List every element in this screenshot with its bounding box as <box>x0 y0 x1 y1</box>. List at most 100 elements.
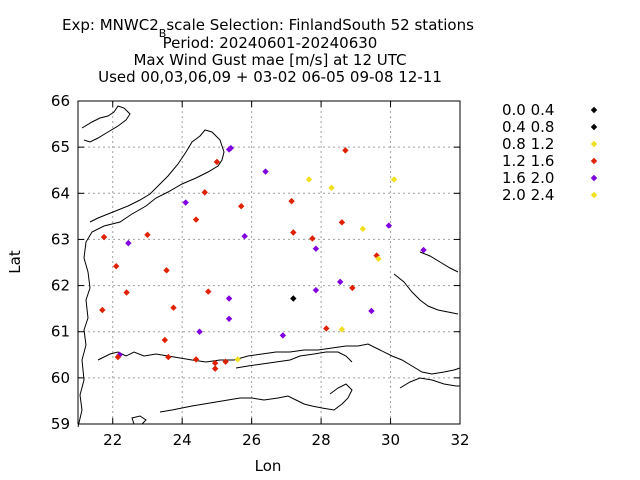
station-point <box>201 189 208 196</box>
eastern-border <box>399 377 460 389</box>
legend-marker <box>590 106 598 114</box>
station-point <box>213 158 221 166</box>
station-point <box>375 255 382 263</box>
station-point <box>125 239 132 247</box>
ladoga-east <box>419 251 459 273</box>
station-point <box>196 328 203 335</box>
station-point <box>113 262 120 270</box>
y-tick-label: 65 <box>51 138 70 156</box>
x-tick-label: 26 <box>242 431 261 449</box>
station-point <box>328 184 335 191</box>
station-point <box>182 199 189 206</box>
station-point <box>225 315 233 322</box>
x-tick-label: 24 <box>173 431 192 449</box>
station-point <box>323 325 330 332</box>
legend-marker <box>590 123 598 131</box>
station-point <box>290 229 297 236</box>
bothnia-coast <box>77 129 225 428</box>
gulf-of-bothnia-north <box>81 105 131 143</box>
legend-label: 1.6 2.0 <box>502 169 554 187</box>
station-point <box>225 295 233 302</box>
station-point <box>385 222 393 229</box>
station-point <box>192 356 200 363</box>
chart-title-line-1: Exp: MNWC2Bscale Selection: FinlandSouth… <box>62 16 474 40</box>
grid <box>78 101 460 424</box>
chart-title-line-3: Max Wind Gust mae [m/s] at 12 UTC <box>133 51 406 69</box>
plot-frame <box>77 100 461 425</box>
station-point <box>309 235 316 242</box>
baltic-islands <box>131 415 147 425</box>
station-point <box>312 245 320 252</box>
station-point <box>288 197 295 205</box>
station-point <box>163 267 170 274</box>
legend: 0.0 0.40.4 0.80.8 1.21.2 1.61.6 2.02.0 2… <box>502 101 598 204</box>
station-point <box>114 353 122 361</box>
station-point <box>225 146 233 153</box>
station-point <box>222 358 229 365</box>
station-point <box>211 365 219 372</box>
station-point <box>338 219 346 226</box>
legend-label: 0.8 1.2 <box>502 135 554 153</box>
legend-label: 0.0 0.4 <box>502 101 554 119</box>
chart-title-subscript: B <box>159 27 167 40</box>
y-tick-label: 66 <box>51 92 70 110</box>
chart-title-line-4: Used 00,03,06,09 + 03-02 06-05 09-08 12-… <box>98 68 442 86</box>
station-point <box>205 288 212 295</box>
x-axis-label: Lon <box>255 457 282 475</box>
legend-marker <box>590 140 598 148</box>
station-point <box>290 295 297 302</box>
ladoga-coast <box>393 273 459 315</box>
station-point <box>342 147 349 154</box>
station-point <box>144 231 151 239</box>
station-point <box>165 353 172 361</box>
station-point <box>338 326 346 333</box>
station-point <box>305 176 313 183</box>
x-tick-label: 32 <box>450 431 469 449</box>
y-tick-label: 62 <box>51 277 70 295</box>
estonia-coast <box>159 383 353 413</box>
chart-title-line-2: Period: 20240601-20240630 <box>163 34 378 52</box>
station-point <box>262 168 269 175</box>
station-point <box>368 307 375 315</box>
station-point <box>279 332 287 339</box>
station-point <box>390 176 398 183</box>
station-point <box>238 203 245 210</box>
station-point <box>170 304 177 311</box>
y-tick-label: 60 <box>51 369 70 387</box>
station-point <box>100 233 108 241</box>
station-point <box>234 356 241 363</box>
station-point <box>336 278 344 286</box>
station-point <box>349 284 356 292</box>
y-tick-label: 61 <box>51 323 70 341</box>
legend-label: 2.0 2.4 <box>502 186 554 204</box>
x-tick-label: 22 <box>103 431 122 449</box>
station-point <box>116 351 123 358</box>
station-point <box>241 232 248 240</box>
axis-ticks: 22 24 26 28 30 32 59 60 61 62 63 64 65 66 <box>51 92 470 449</box>
x-tick-label: 30 <box>381 431 400 449</box>
legend-label: 1.2 1.6 <box>502 152 554 170</box>
gulf-of-finland-north <box>97 343 461 375</box>
station-point <box>99 306 106 314</box>
station-point <box>211 359 219 367</box>
legend-marker <box>590 174 598 182</box>
chart-title-selection: scale Selection: FinlandSouth 52 station… <box>166 16 474 34</box>
chart-title-exp: Exp: MNWC2 <box>62 16 159 34</box>
station-point <box>359 225 366 233</box>
legend-marker <box>590 191 598 199</box>
y-tick-label: 64 <box>51 184 70 202</box>
y-tick-label: 63 <box>51 230 70 248</box>
legend-marker <box>590 157 598 165</box>
station-points <box>99 144 427 372</box>
y-tick-label: 59 <box>51 415 70 433</box>
coastline-map <box>77 105 461 428</box>
y-axis-label: Lat <box>6 250 24 274</box>
station-point <box>192 216 200 223</box>
station-point <box>312 286 320 294</box>
station-point <box>161 336 169 344</box>
station-point <box>420 246 427 254</box>
x-tick-label: 28 <box>312 431 331 449</box>
legend-label: 0.4 0.8 <box>502 118 554 136</box>
tallinn-bay <box>235 351 353 369</box>
